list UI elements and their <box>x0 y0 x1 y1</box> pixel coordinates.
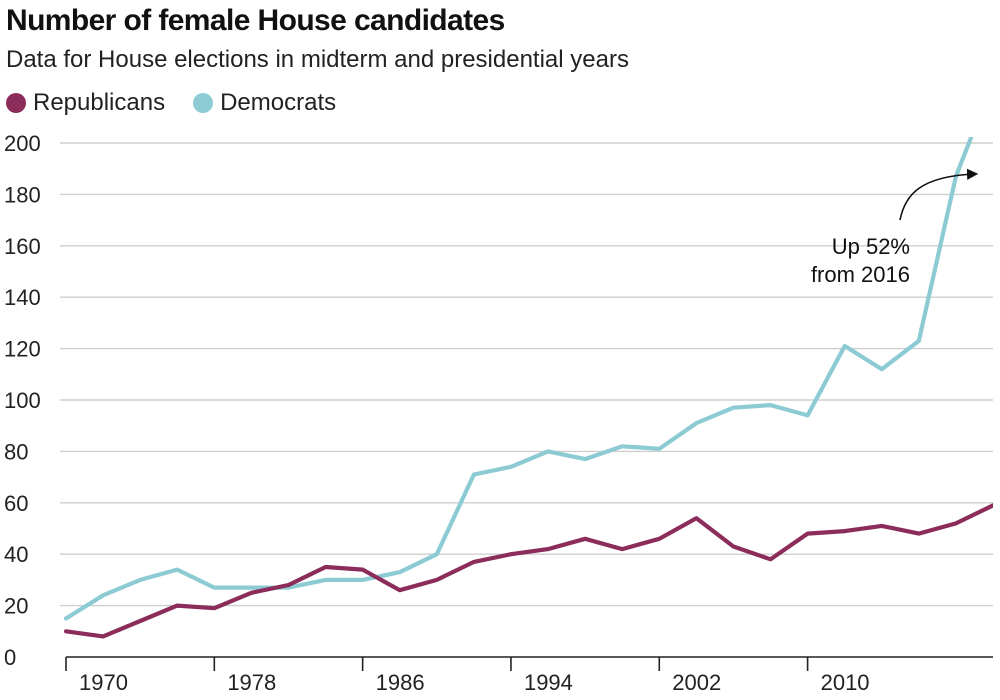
x-tick-label: 2002 <box>672 670 721 695</box>
y-tick-label: 140 <box>4 285 41 310</box>
y-tick-label: 20 <box>4 594 28 619</box>
x-tick-label: 1978 <box>227 670 276 695</box>
series-line-republicans <box>63 503 993 639</box>
x-tick-label: 2010 <box>821 670 870 695</box>
annotation-text-line1: Up 52% <box>832 234 910 259</box>
chart-legend: Republicans Democrats <box>6 89 364 117</box>
legend-label-democrats: Democrats <box>220 89 337 116</box>
chart-title: Number of female House candidates <box>6 4 505 37</box>
y-tick-label: 80 <box>4 439 28 464</box>
y-tick-label: 0 <box>4 645 16 670</box>
annotation-text-line2: from 2016 <box>811 262 910 287</box>
x-tick-label: 1970 <box>79 670 128 695</box>
legend-swatch-republicans <box>6 93 26 113</box>
y-tick-label: 100 <box>4 388 41 413</box>
legend-label-republicans: Republicans <box>33 89 166 116</box>
x-tick-label: 1986 <box>376 670 425 695</box>
y-tick-label: 60 <box>4 491 28 516</box>
y-tick-label: 40 <box>4 542 28 567</box>
legend-item-democrats: Democrats <box>193 89 336 117</box>
x-tick-label: 1994 <box>524 670 573 695</box>
y-tick-label: 120 <box>4 337 41 362</box>
legend-item-republicans: Republicans <box>6 89 165 117</box>
y-tick-label: 180 <box>4 182 41 207</box>
annotation-arrow <box>899 168 979 221</box>
chart-subtitle: Data for House elections in midterm and … <box>6 46 629 73</box>
y-tick-label: 160 <box>4 234 41 259</box>
y-tick-label: 200 <box>4 131 41 156</box>
legend-swatch-democrats <box>193 93 214 113</box>
series-line-democrats <box>63 137 974 621</box>
